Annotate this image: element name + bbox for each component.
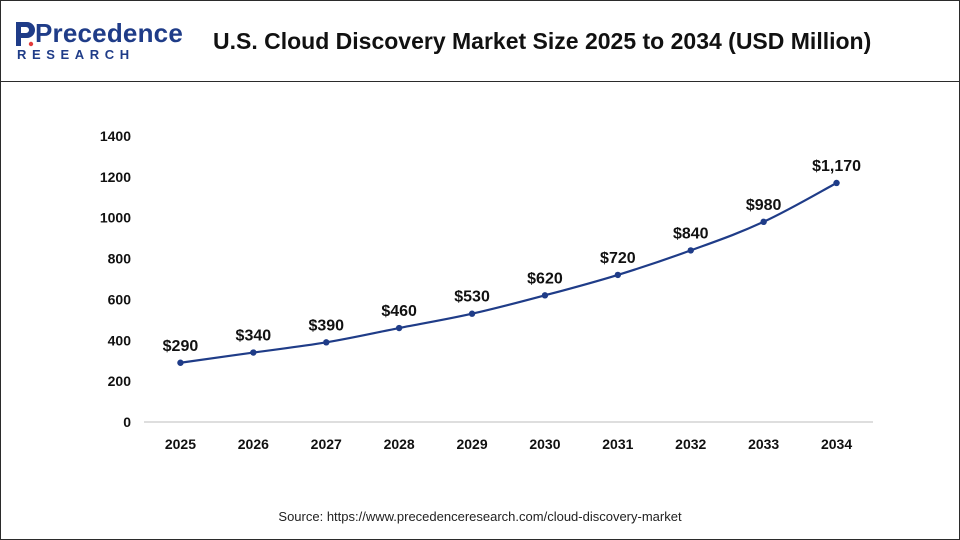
data-label: $460 [381, 303, 417, 320]
data-label: $980 [746, 197, 782, 214]
data-label: $840 [673, 225, 709, 242]
data-label: $620 [527, 270, 563, 287]
data-point [614, 271, 622, 279]
x-tick-label: 2028 [384, 436, 415, 452]
data-point [687, 247, 694, 254]
x-tick-label: 2032 [675, 436, 706, 452]
x-tick-label: 2025 [165, 436, 196, 452]
x-tick-label: 2031 [602, 436, 633, 452]
x-tick-label: 2033 [748, 436, 779, 452]
logo-mark-icon [16, 22, 35, 47]
data-point [177, 359, 184, 366]
brand-tagline: RESEARCH [17, 47, 135, 62]
x-tick-label: 2027 [311, 436, 342, 452]
data-point [468, 310, 476, 317]
header: Precedence RESEARCH U.S. Cloud Discovery… [1, 1, 959, 82]
brand-name: Precedence [35, 18, 183, 48]
data-point [833, 179, 840, 187]
y-tick-label: 200 [108, 373, 132, 389]
data-label: $340 [236, 328, 272, 345]
y-tick-label: 400 [108, 332, 132, 348]
x-tick-label: 2026 [238, 436, 269, 452]
y-tick-label: 1000 [100, 210, 131, 226]
source-note: Source: https://www.precedenceresearch.c… [278, 509, 682, 524]
data-label: $290 [163, 338, 199, 355]
data-point [760, 218, 767, 225]
brand-logo: Precedence RESEARCH [15, 18, 183, 64]
data-point [323, 339, 330, 346]
y-tick-label: 600 [108, 291, 132, 307]
data-point [541, 292, 549, 299]
chart-title: U.S. Cloud Discovery Market Size 2025 to… [213, 28, 872, 54]
y-tick-label: 1400 [100, 128, 131, 144]
x-tick-label: 2029 [456, 436, 487, 452]
data-point [395, 324, 403, 332]
data-label: $1,170 [812, 158, 861, 175]
y-tick-label: 800 [108, 251, 132, 267]
x-tick-label: 2034 [821, 436, 852, 452]
y-tick-label: 0 [123, 414, 131, 430]
x-tick-label: 2030 [529, 436, 560, 452]
series-line [180, 182, 838, 364]
data-point [250, 349, 257, 356]
data-label: $530 [454, 289, 490, 306]
data-label: $720 [600, 250, 636, 267]
y-tick-label: 1200 [100, 169, 131, 185]
data-label: $390 [308, 317, 344, 334]
